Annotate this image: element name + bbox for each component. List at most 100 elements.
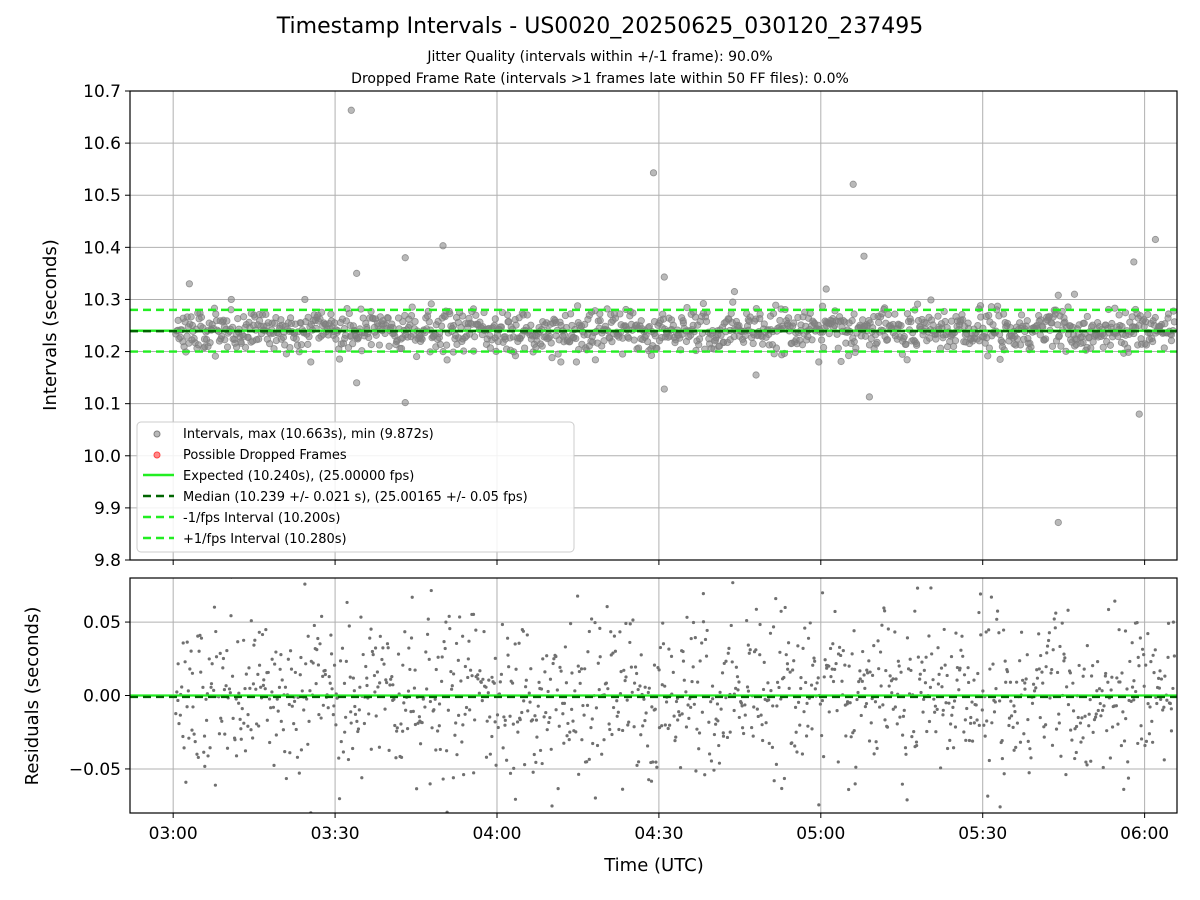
dropped-frame-subtitle: Dropped Frame Rate (intervals >1 frames … bbox=[351, 71, 849, 87]
residual-point bbox=[329, 633, 333, 637]
legend-label-minus: -1/fps Interval (10.200s) bbox=[183, 511, 340, 526]
interval-point bbox=[769, 309, 778, 318]
residual-point bbox=[602, 738, 606, 742]
residual-point bbox=[798, 723, 802, 727]
residual-point bbox=[533, 714, 537, 718]
residual-point bbox=[863, 705, 867, 709]
residual-point bbox=[887, 684, 891, 688]
residual-point bbox=[495, 713, 500, 717]
interval-point bbox=[307, 358, 315, 366]
residual-point bbox=[945, 746, 950, 751]
residual-point bbox=[344, 659, 348, 663]
residual-point bbox=[542, 715, 546, 719]
residual-point bbox=[302, 708, 306, 712]
residual-point bbox=[530, 718, 535, 722]
residual-point bbox=[758, 653, 762, 657]
residual-point bbox=[910, 735, 914, 739]
residual-point bbox=[1013, 710, 1017, 714]
residual-point bbox=[695, 727, 699, 731]
residual-point bbox=[254, 687, 258, 691]
residual-point bbox=[222, 687, 227, 692]
residual-point bbox=[451, 776, 455, 780]
residual-point bbox=[1163, 674, 1167, 678]
residual-point bbox=[717, 761, 722, 765]
residual-point bbox=[1099, 714, 1103, 718]
residual-point bbox=[404, 708, 408, 712]
residual-point bbox=[837, 645, 842, 649]
residual-point bbox=[212, 688, 216, 693]
residual-point bbox=[231, 716, 235, 721]
residual-point bbox=[269, 706, 273, 710]
residual-point bbox=[1085, 644, 1089, 648]
residual-point bbox=[392, 697, 396, 701]
residual-point bbox=[711, 697, 715, 701]
residual-point bbox=[645, 744, 650, 748]
residual-point bbox=[246, 713, 250, 717]
residual-point bbox=[976, 671, 980, 676]
residual-point bbox=[1035, 676, 1040, 680]
residual-point bbox=[891, 677, 895, 681]
residual-point bbox=[740, 726, 745, 730]
residual-point bbox=[1082, 667, 1086, 671]
residual-point bbox=[703, 637, 708, 642]
bottom-y-tick-label: 0.05 bbox=[83, 613, 121, 633]
residual-point bbox=[257, 630, 261, 634]
interval-point bbox=[241, 343, 250, 351]
residual-point bbox=[1155, 701, 1159, 706]
residual-point bbox=[839, 653, 843, 658]
residual-point bbox=[247, 666, 251, 670]
residual-point bbox=[306, 742, 310, 746]
x-tick-label: 04:00 bbox=[472, 824, 521, 844]
residual-point bbox=[701, 620, 706, 624]
residual-point bbox=[847, 664, 851, 668]
interval-point bbox=[790, 319, 798, 327]
residual-point bbox=[420, 720, 424, 725]
residual-point bbox=[721, 731, 725, 735]
residual-point bbox=[320, 614, 324, 618]
interval-point bbox=[397, 344, 406, 353]
residual-point bbox=[884, 668, 888, 673]
residual-point bbox=[901, 714, 906, 718]
residual-point bbox=[528, 700, 532, 704]
residual-point bbox=[813, 687, 817, 691]
residual-point bbox=[543, 670, 547, 674]
interval-outlier-point bbox=[1130, 258, 1138, 266]
interval-point bbox=[608, 338, 616, 346]
residual-point bbox=[502, 715, 506, 719]
interval-point bbox=[925, 334, 934, 342]
interval-point bbox=[740, 338, 748, 346]
interval-point bbox=[913, 341, 921, 349]
interval-point bbox=[1027, 343, 1035, 351]
residual-point bbox=[771, 704, 775, 708]
interval-point bbox=[486, 344, 494, 352]
interval-point bbox=[806, 309, 814, 317]
interval-point bbox=[399, 318, 407, 326]
residual-point bbox=[277, 685, 282, 689]
residual-point bbox=[957, 688, 961, 692]
residual-point bbox=[388, 683, 392, 687]
residual-point bbox=[1128, 659, 1132, 664]
interval-point bbox=[497, 323, 506, 331]
interval-point bbox=[438, 322, 446, 330]
residual-point bbox=[1011, 725, 1015, 729]
residual-point bbox=[244, 672, 248, 676]
residual-point bbox=[674, 699, 679, 704]
residual-point bbox=[943, 663, 947, 667]
residual-point bbox=[225, 746, 230, 750]
residual-point bbox=[636, 687, 640, 692]
residual-point bbox=[331, 713, 335, 717]
residual-point bbox=[813, 659, 817, 663]
residual-point bbox=[373, 690, 377, 694]
residual-point bbox=[980, 708, 984, 712]
residual-point bbox=[359, 615, 363, 619]
residual-point bbox=[893, 705, 897, 709]
residual-point bbox=[490, 675, 494, 679]
residual-point bbox=[448, 627, 452, 631]
residual-point bbox=[337, 797, 342, 801]
residual-point bbox=[900, 782, 904, 786]
residual-point bbox=[1143, 743, 1147, 748]
residual-point bbox=[1122, 739, 1127, 743]
residual-point bbox=[249, 619, 253, 623]
residual-point bbox=[288, 751, 292, 755]
interval-point bbox=[629, 309, 637, 317]
